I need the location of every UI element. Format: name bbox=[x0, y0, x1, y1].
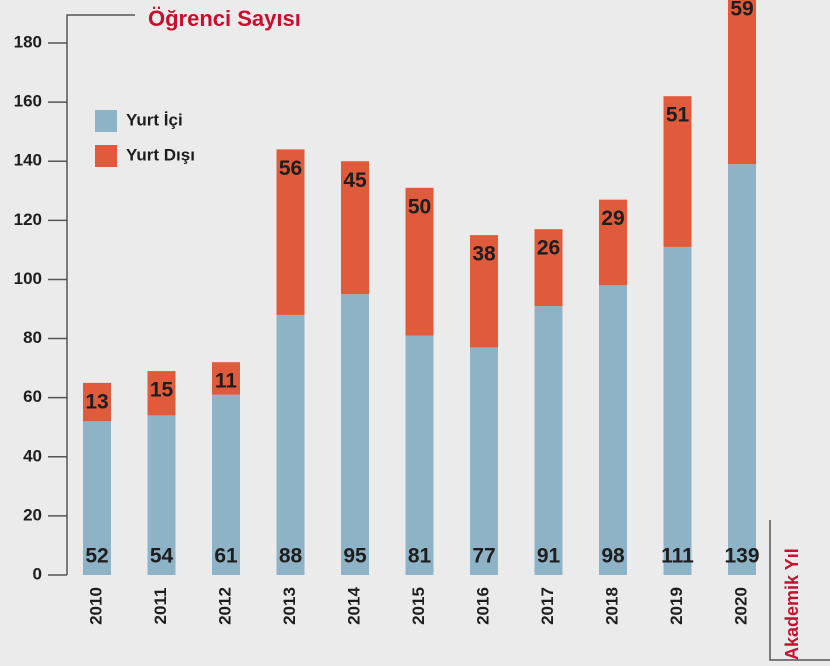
bar-segment bbox=[599, 199, 627, 286]
y-axis-line bbox=[66, 14, 135, 575]
data-label: 52 bbox=[85, 545, 108, 568]
x-tick-label: 2014 bbox=[344, 587, 363, 625]
x-tick-label: 2019 bbox=[667, 587, 686, 625]
legend-label: Yurt Dışı bbox=[126, 145, 195, 164]
legend-label: Yurt İçi bbox=[126, 110, 183, 129]
y-tick-label: 20 bbox=[23, 505, 42, 524]
data-label: 45 bbox=[343, 169, 367, 192]
bar-segment bbox=[147, 415, 176, 575]
y-tick-label: 140 bbox=[14, 151, 42, 170]
data-label: 77 bbox=[472, 545, 495, 568]
bar-segment bbox=[83, 421, 111, 575]
bar-segment bbox=[599, 285, 627, 575]
data-label: 88 bbox=[279, 545, 303, 568]
data-label: 15 bbox=[150, 379, 174, 402]
data-label: 54 bbox=[150, 545, 174, 568]
data-label: 98 bbox=[601, 545, 625, 568]
data-label: 38 bbox=[472, 243, 496, 266]
chart-title: Öğrenci Sayısı bbox=[148, 6, 301, 31]
data-label: 95 bbox=[343, 545, 367, 568]
bar-segment bbox=[728, 164, 756, 575]
data-label: 91 bbox=[537, 545, 561, 568]
data-label: 51 bbox=[666, 104, 690, 127]
data-label: 111 bbox=[661, 545, 694, 568]
data-label: 56 bbox=[279, 157, 302, 180]
bar-segment bbox=[728, 0, 756, 165]
bar-segment bbox=[341, 294, 369, 575]
y-tick-label: 80 bbox=[23, 328, 42, 347]
x-axis-frame bbox=[769, 520, 830, 661]
x-tick-label: 2018 bbox=[602, 587, 621, 625]
x-tick-label: 2012 bbox=[215, 587, 234, 625]
x-axis-title: Akademik Yıl bbox=[782, 548, 802, 660]
data-label: 81 bbox=[408, 545, 432, 568]
bar-segment bbox=[663, 246, 692, 575]
legend-swatch bbox=[95, 145, 117, 167]
legend-swatch bbox=[95, 110, 117, 132]
data-label: 11 bbox=[215, 370, 238, 393]
x-tick-label: 2015 bbox=[409, 587, 428, 625]
bar-segment bbox=[405, 187, 434, 336]
data-label: 139 bbox=[724, 545, 759, 568]
bar-segment bbox=[405, 335, 434, 575]
y-tick-label: 120 bbox=[14, 210, 42, 229]
data-label: 50 bbox=[408, 195, 431, 218]
data-label: 29 bbox=[601, 207, 624, 230]
x-tick-label: 2010 bbox=[86, 587, 105, 625]
x-tick-label: 2011 bbox=[151, 588, 170, 625]
bar-segment bbox=[534, 306, 563, 575]
bar-segment bbox=[534, 229, 563, 307]
data-label: 13 bbox=[85, 390, 108, 413]
bar-segment bbox=[663, 96, 692, 247]
y-tick-label: 60 bbox=[23, 387, 42, 406]
bar-segment bbox=[83, 382, 111, 422]
bar-segment bbox=[212, 362, 240, 395]
y-tick-label: 180 bbox=[14, 32, 42, 51]
bar-segment bbox=[341, 161, 369, 295]
y-tick-label: 160 bbox=[14, 92, 42, 111]
bar-segment bbox=[212, 394, 240, 575]
x-tick-label: 2013 bbox=[280, 587, 299, 625]
data-label: 26 bbox=[537, 237, 560, 260]
y-tick-label: 40 bbox=[23, 446, 42, 465]
bar-segment bbox=[276, 149, 305, 315]
bar-segment bbox=[470, 347, 498, 575]
bar-segment bbox=[470, 235, 498, 348]
data-label: 61 bbox=[214, 545, 238, 568]
data-label: 59 bbox=[730, 0, 753, 20]
bar-segment bbox=[147, 371, 176, 416]
x-tick-label: 2016 bbox=[473, 587, 492, 625]
x-tick-label: 2017 bbox=[538, 587, 557, 625]
y-tick-label: 100 bbox=[14, 269, 42, 288]
y-tick-label: 0 bbox=[33, 564, 42, 583]
x-tick-label: 2020 bbox=[731, 587, 750, 625]
bar-segment bbox=[276, 314, 305, 575]
